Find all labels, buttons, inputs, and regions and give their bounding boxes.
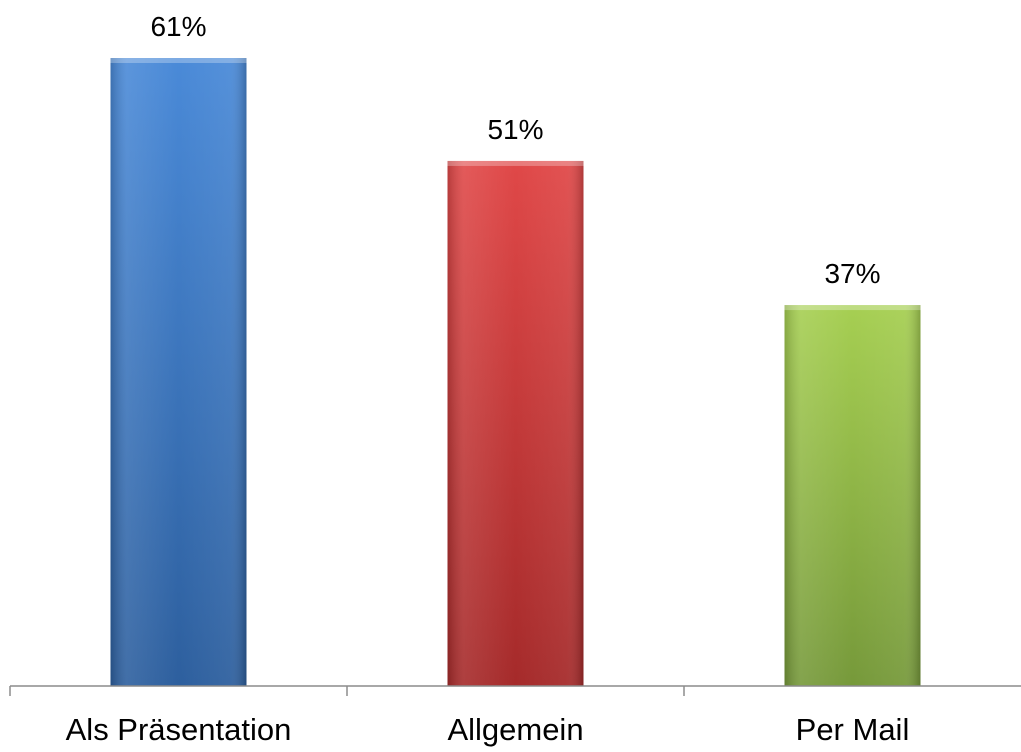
data-label-3: 37% (824, 258, 880, 289)
bar-2-sheen (447, 160, 584, 687)
x-tick-label-1: Als Präsentation (66, 712, 292, 747)
bar-1-sheen (110, 58, 247, 686)
bars-group (110, 58, 921, 687)
x-tick-label-3: Per Mail (796, 712, 910, 747)
bar-2-top-edge (447, 160, 584, 166)
x-tick-labels-group: Als Präsentation Allgemein Per Mail (66, 712, 910, 747)
data-label-2: 51% (487, 114, 543, 145)
x-axis (9, 685, 1021, 696)
bar-1-top-edge (110, 58, 247, 63)
bar-3-top-edge (784, 305, 921, 311)
bar-3-sheen (784, 305, 921, 686)
data-labels-group: 61% 51% 37% (150, 11, 880, 289)
data-label-1: 61% (150, 11, 206, 42)
x-tick-label-2: Allgemein (447, 712, 583, 747)
